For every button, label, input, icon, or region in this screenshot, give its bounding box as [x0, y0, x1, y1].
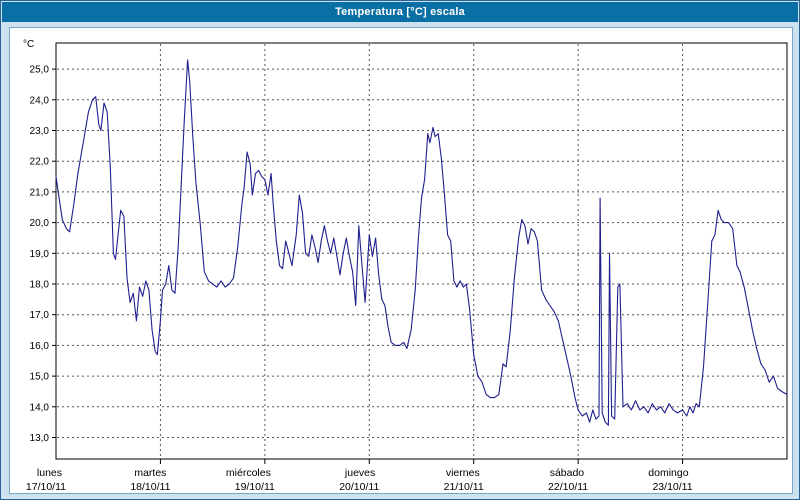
chart-panel	[9, 27, 793, 494]
title-bar: Temperatura [°C] escala	[2, 2, 798, 22]
window-title: Temperatura [°C] escala	[335, 6, 465, 18]
